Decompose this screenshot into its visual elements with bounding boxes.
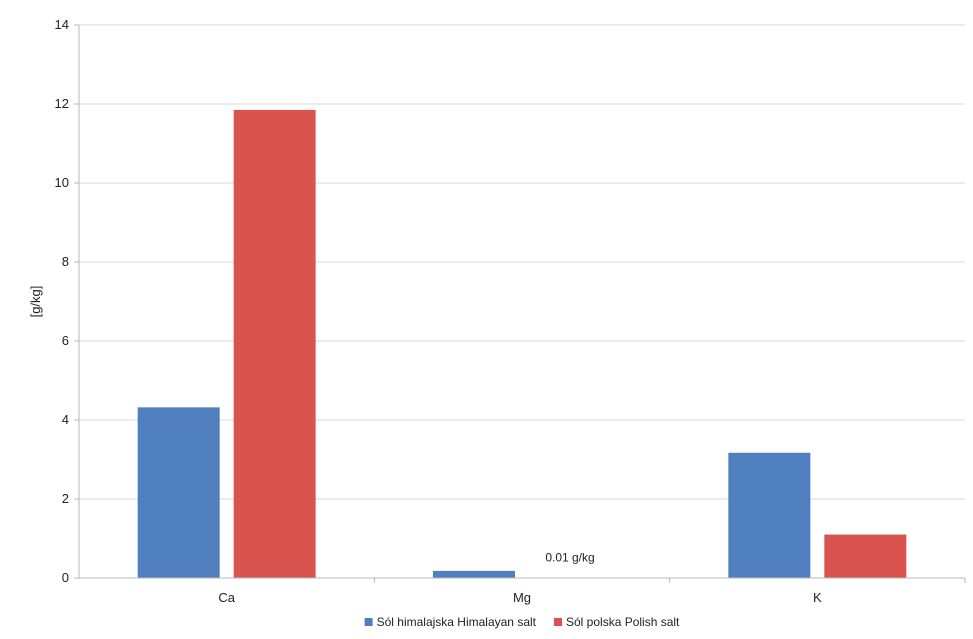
x-axis-categories: Ca Mg K	[218, 578, 966, 605]
gridlines	[79, 24, 965, 500]
x-category-label: K	[813, 590, 822, 605]
bar-k-series-2	[824, 534, 907, 578]
annotation-label: 0.01 g/kg	[545, 550, 594, 564]
y-tick-label: 12	[55, 96, 69, 111]
bar-k-series-1	[728, 452, 811, 578]
annotations: 0.01 g/kg	[545, 550, 594, 564]
legend-item: Sól polska Polish salt	[554, 615, 680, 629]
legend-label: Sól himalajska Himalayan salt	[377, 615, 537, 629]
x-category-label: Mg	[513, 590, 531, 605]
legend-label: Sól polska Polish salt	[566, 615, 680, 629]
legend: Sól himalajska Himalayan salt Sól polska …	[364, 615, 680, 629]
y-tick-label: 8	[62, 254, 69, 269]
y-tick-label: 4	[62, 412, 69, 427]
y-axis-title: [g/kg]	[28, 286, 43, 318]
y-tick-label: 14	[55, 17, 69, 32]
x-category-label: Ca	[218, 590, 235, 605]
y-axis-ticks: 0 2 4 6 8 10 12 14	[55, 17, 79, 585]
bar-ca-series-1	[137, 407, 220, 578]
legend-swatch	[364, 618, 373, 626]
legend-swatch	[554, 618, 563, 626]
y-tick-label: 0	[62, 570, 69, 585]
y-tick-label: 6	[62, 333, 69, 348]
legend-item: Sól himalajska Himalayan salt	[364, 615, 537, 629]
y-tick-label: 2	[62, 491, 69, 506]
bar-mg-series-1	[433, 570, 515, 578]
bar-ca-series-2	[233, 109, 316, 579]
y-tick-label: 10	[55, 175, 69, 190]
bars	[137, 109, 907, 579]
